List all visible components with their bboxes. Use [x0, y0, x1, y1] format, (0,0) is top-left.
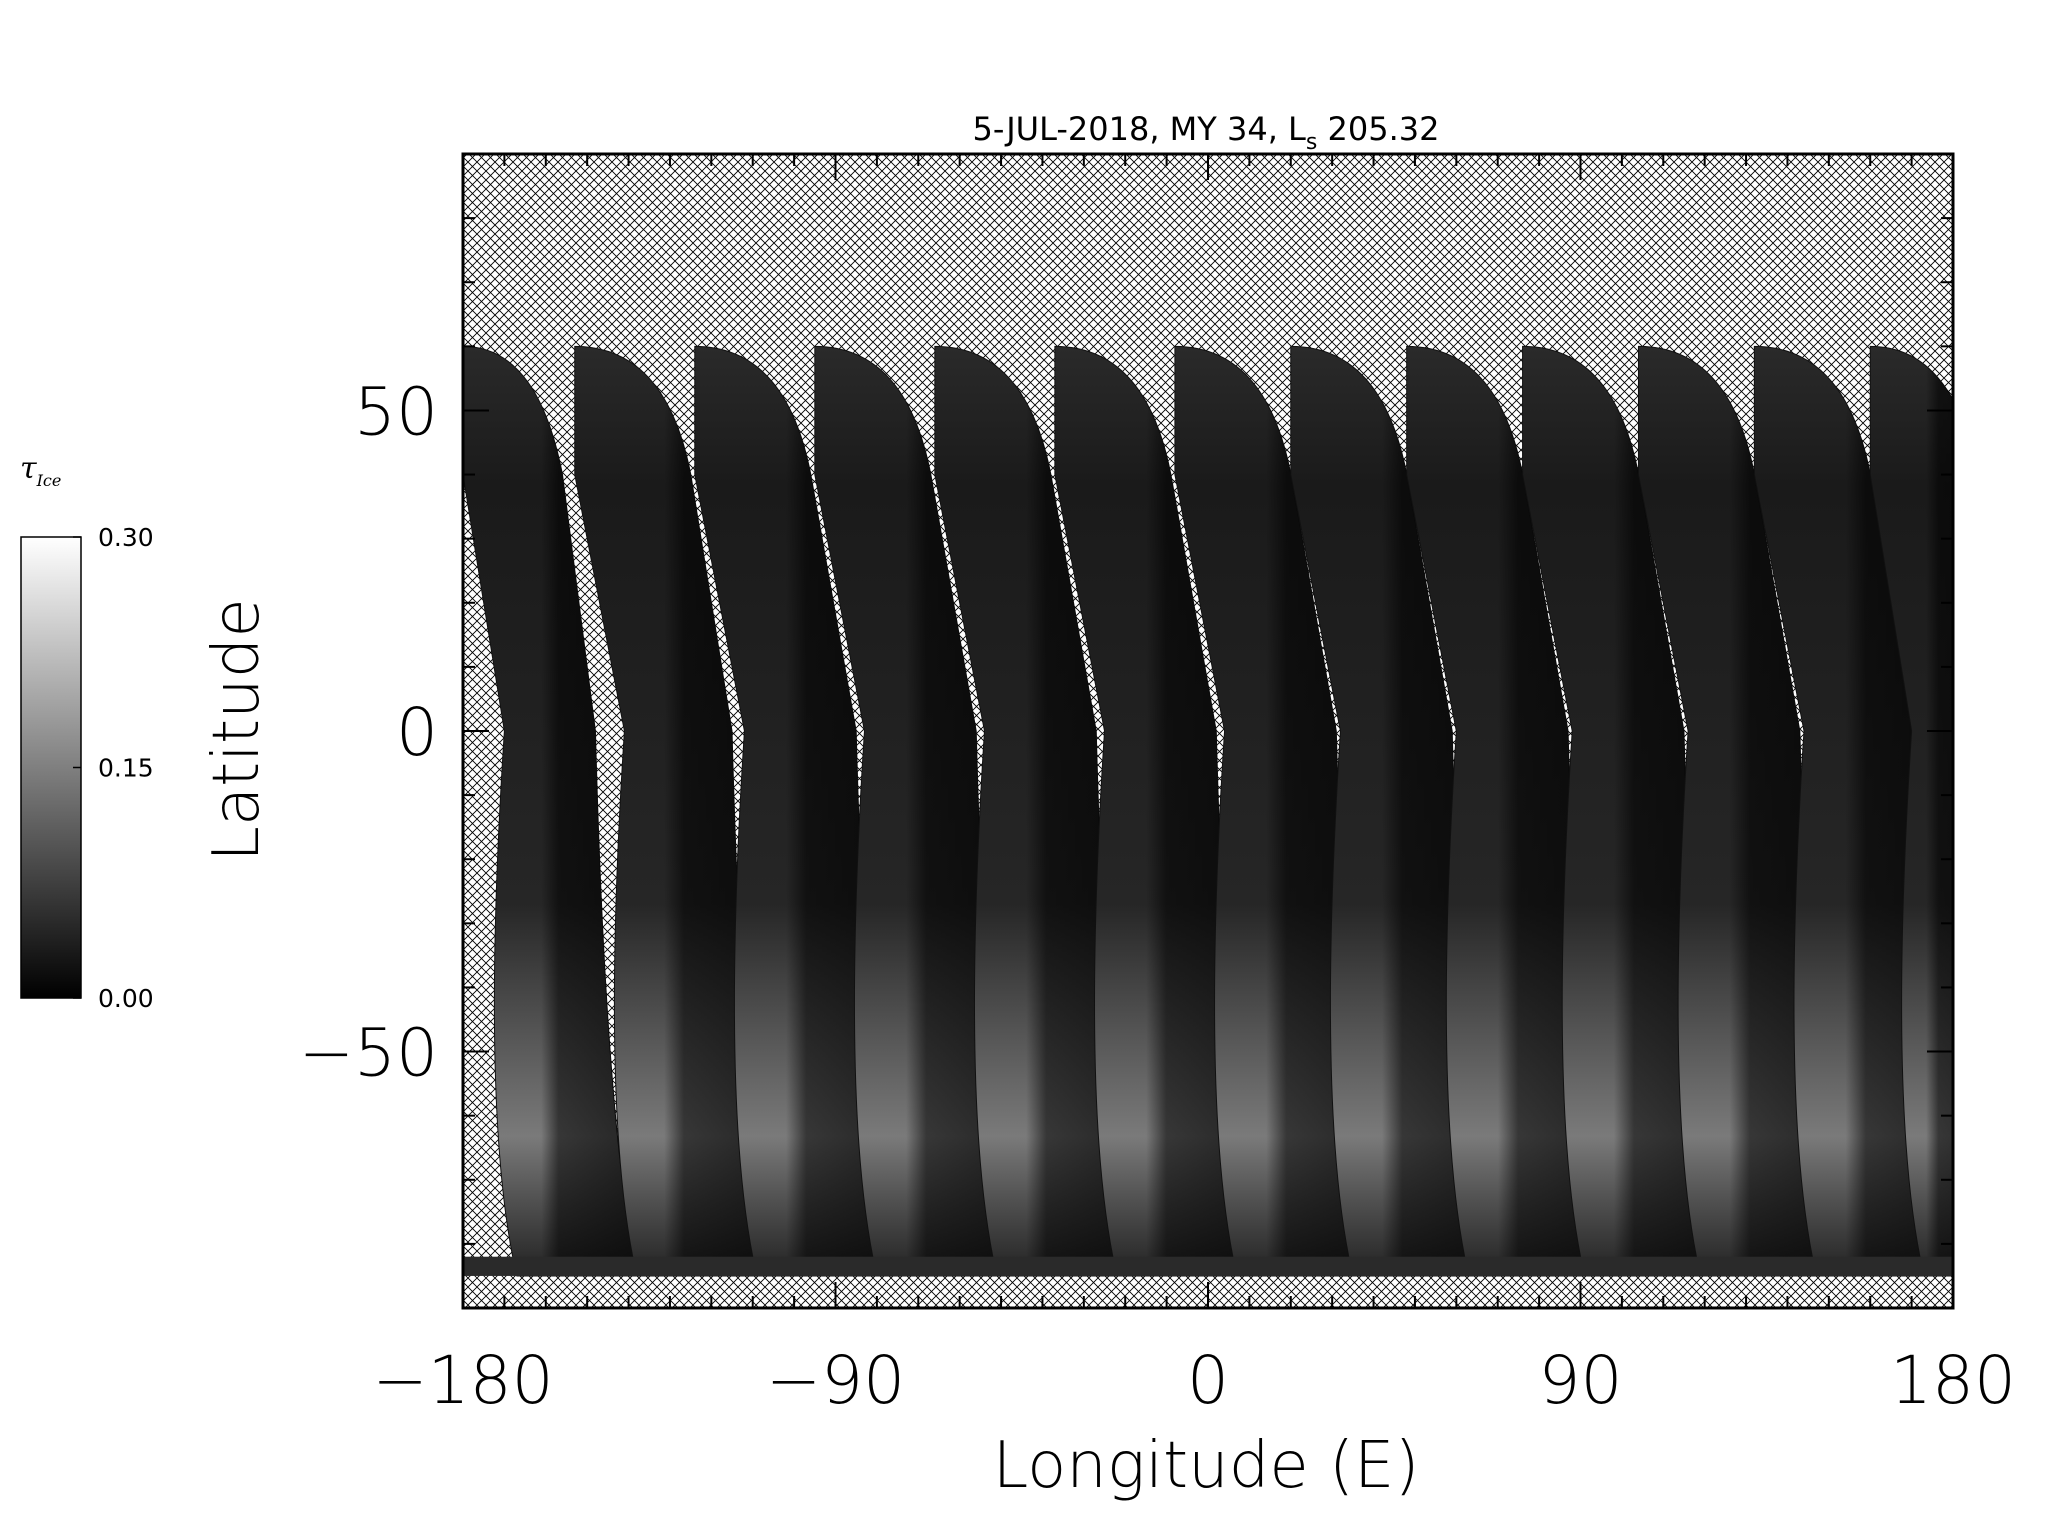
colorbar: [20, 536, 82, 999]
swath-shade-5: [934, 346, 1138, 1276]
swath-shade-2: [574, 346, 774, 1276]
x-tick-label: −90: [766, 1342, 905, 1419]
swath-shade-1: [463, 346, 637, 1276]
colorbar-tick-label: 0.00: [98, 984, 154, 1013]
swath-shade-10: [1522, 346, 1726, 1276]
x-tick-label: −180: [372, 1342, 553, 1419]
x-tick-label: 0: [1187, 1342, 1229, 1419]
x-axis-label: Longitude (E): [993, 1429, 1420, 1503]
swath-shade-13: [1870, 346, 1953, 1276]
x-tick-labels: −180 −90 0 90 180: [372, 1342, 2016, 1419]
colorbar-tick-label: 0.30: [98, 523, 154, 552]
y-tick-label: −50: [299, 1015, 438, 1092]
swath-shade-4: [814, 346, 1018, 1276]
y-tick-label: 50: [354, 373, 438, 450]
y-tick-label: 0: [396, 694, 438, 771]
swath-shade-8: [1290, 346, 1494, 1276]
swath-shade-7: [1174, 346, 1378, 1276]
swath-layer: [463, 345, 1953, 1277]
swath-shade-6: [1054, 346, 1258, 1276]
y-axis-label: Latitude: [200, 598, 274, 861]
y-tick-labels: −50 0 50: [299, 373, 438, 1091]
swath-shade-11: [1638, 346, 1842, 1276]
axis-ticks: [462, 153, 1954, 1309]
colorbar-tick-label: 0.15: [98, 754, 154, 783]
south-polar-band: [463, 1256, 1953, 1276]
colorbar-ticks: 0.00 0.15 0.30: [73, 523, 154, 1013]
x-tick-label: 90: [1539, 1342, 1623, 1419]
x-tick-label: 180: [1890, 1342, 2016, 1419]
swath-shade-9: [1406, 346, 1610, 1276]
colorbar-label: τIce: [20, 451, 61, 490]
chart-title: 5-JUL-2018, MY 34, Ls 205.32: [973, 110, 1440, 155]
swath-shade-3: [694, 346, 898, 1276]
